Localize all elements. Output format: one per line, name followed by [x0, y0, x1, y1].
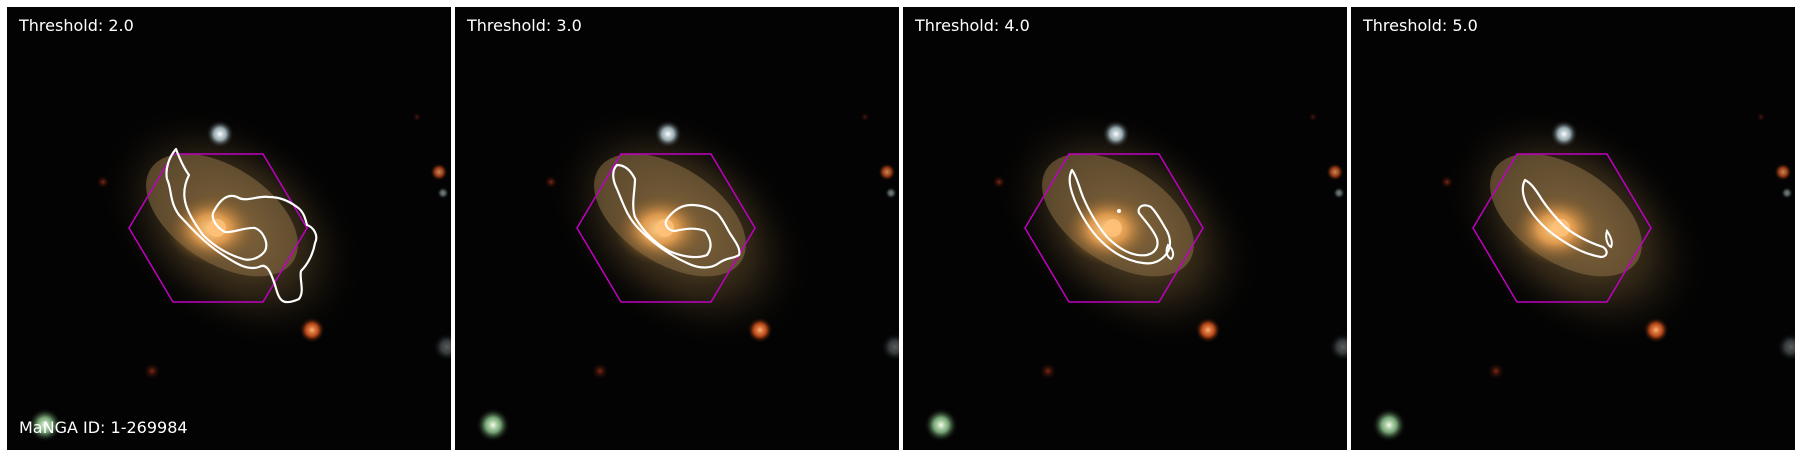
threshold-label: Threshold: 4.0	[915, 16, 1030, 35]
panel-threshold-4: Threshold: 4.0	[903, 7, 1347, 450]
contour-line	[1605, 228, 1613, 249]
threshold-label: Threshold: 2.0	[19, 16, 134, 35]
galaxy-image	[475, 51, 899, 443]
galaxy-image	[1371, 51, 1795, 443]
manga-id-label: MaNGA ID: 1-269984	[19, 418, 188, 437]
panel-threshold-3: Threshold: 3.0	[455, 7, 899, 450]
panel-threshold-2: Threshold: 2.0 MaNGA ID: 1-269984	[7, 7, 451, 450]
threshold-label: Threshold: 3.0	[467, 16, 582, 35]
galaxy-image	[923, 51, 1347, 443]
galaxy-image	[27, 51, 451, 443]
panel-threshold-5: Threshold: 5.0	[1351, 7, 1795, 450]
contour-line	[612, 163, 741, 269]
contour-line	[1165, 243, 1175, 261]
contour-line	[1068, 168, 1172, 265]
contour-line	[1521, 178, 1608, 259]
threshold-label: Threshold: 5.0	[1363, 16, 1478, 35]
contour-line	[165, 147, 318, 304]
